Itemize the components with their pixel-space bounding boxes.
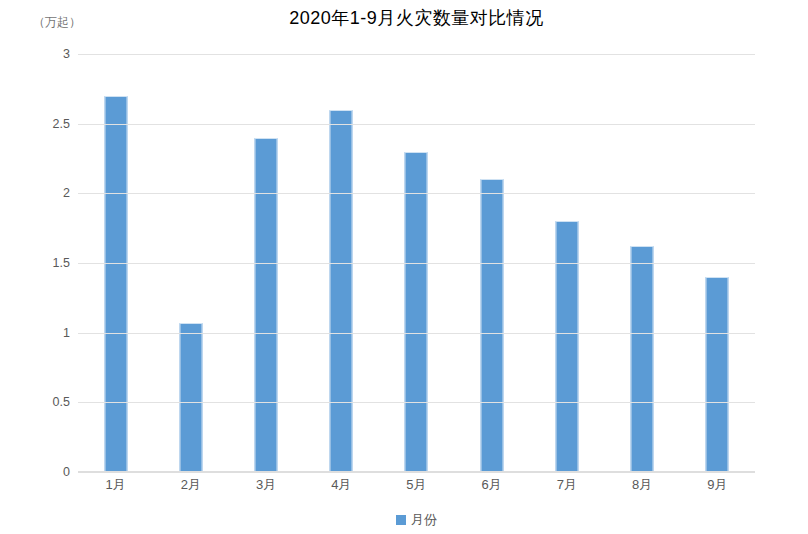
x-axis-labels: 1月2月3月4月5月6月7月8月9月: [78, 476, 755, 494]
y-tick-label: 2.5: [53, 117, 70, 131]
gridline: [78, 193, 755, 194]
y-tick-label: 1.5: [53, 256, 70, 270]
bar-9月: [706, 277, 729, 472]
y-tick-label: 3: [63, 47, 70, 61]
x-tick-label: 3月: [228, 476, 303, 494]
bar-8月: [631, 246, 654, 472]
gridline: [78, 333, 755, 334]
bar-4月: [330, 110, 353, 472]
x-tick-label: 9月: [680, 476, 755, 494]
gridline: [78, 54, 755, 55]
y-tick-label: 0: [63, 465, 70, 479]
x-axis-line: [78, 471, 755, 473]
x-tick-label: 1月: [78, 476, 153, 494]
x-tick-label: 6月: [454, 476, 529, 494]
bar-7月: [555, 221, 578, 472]
y-tick-label: 1: [63, 326, 70, 340]
gridline: [78, 263, 755, 264]
bar-5月: [405, 152, 428, 472]
plot-area: 00.511.522.53: [78, 54, 755, 472]
gridline: [78, 124, 755, 125]
gridline: [78, 402, 755, 403]
legend-label: 月份: [411, 511, 437, 529]
y-tick-label: 2: [63, 186, 70, 200]
chart-canvas: 2020年1-9月火灾数量对比情况 （万起） 00.511.522.53 1月2…: [0, 0, 808, 534]
y-axis-unit-label: （万起）: [33, 14, 81, 31]
bar-1月: [104, 96, 127, 472]
bar-2月: [179, 323, 202, 472]
y-tick-label: 0.5: [53, 395, 70, 409]
x-tick-label: 2月: [153, 476, 228, 494]
x-tick-label: 4月: [304, 476, 379, 494]
x-tick-label: 7月: [529, 476, 604, 494]
x-tick-label: 5月: [379, 476, 454, 494]
chart-title: 2020年1-9月火灾数量对比情况: [78, 6, 755, 30]
bar-3月: [255, 138, 278, 472]
legend-swatch-icon: [396, 515, 406, 525]
legend: 月份: [78, 511, 755, 529]
bar-6月: [480, 179, 503, 472]
x-tick-label: 8月: [605, 476, 680, 494]
